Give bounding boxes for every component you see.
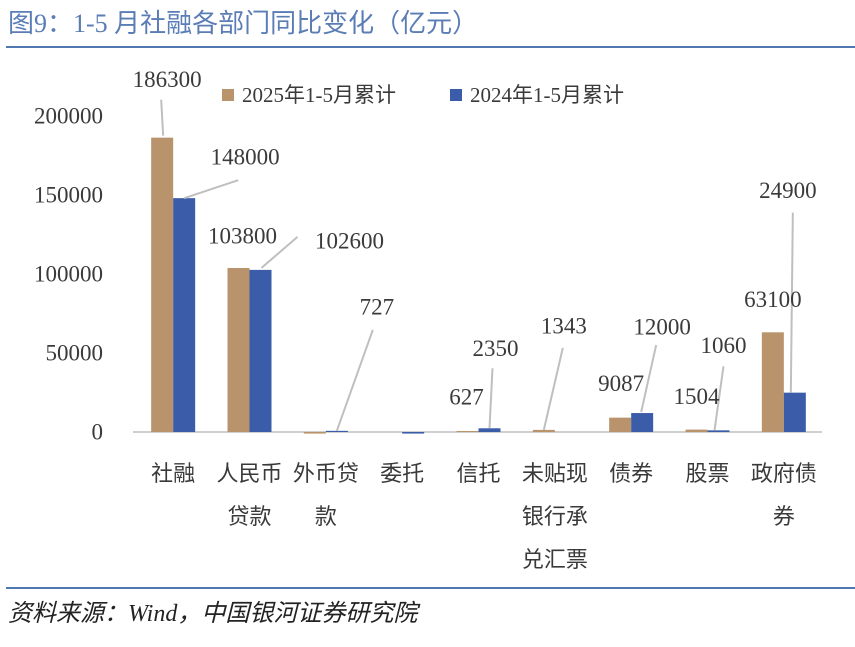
y-axis-ticks: 0 50000 100000 150000 200000: [34, 104, 103, 445]
chart-title: 图9：1-5 月社融各部门同比变化（亿元）: [8, 9, 479, 38]
leader-line-series-1-category-4: [488, 368, 494, 429]
y-tick-label-0: 0: [92, 420, 104, 445]
leader-line-series-1-category-0: [183, 179, 239, 200]
data-label-series-1-category-7: 1060: [701, 333, 747, 358]
data-labels: 186300 103800 627 1343 9087 1504 63100 148000 10…: [133, 67, 817, 409]
category-label-1: 人民币贷款: [216, 461, 283, 529]
bars-group: [151, 137, 806, 434]
leader-line-series-0-category-0: [160, 99, 165, 136]
source-divider: [6, 587, 855, 589]
leader-line-series-1-category-6: [640, 344, 658, 413]
leader-line-series-1-category-2: [335, 329, 374, 432]
bar-series-1-category-4: [478, 428, 501, 432]
bar-series-0-category-5: [532, 429, 555, 432]
data-label-series-1-category-8: 24900: [759, 178, 817, 203]
data-label-series-0-category-7: 1504: [674, 384, 721, 409]
bar-series-0-category-7: [685, 429, 708, 432]
data-label-series-0-category-1: 103800: [208, 223, 277, 248]
bar-series-0-category-4: [456, 431, 479, 432]
data-label-series-1-category-2: 727: [360, 294, 395, 319]
legend-swatch-2024: [450, 89, 462, 101]
data-label-series-0-category-0: 186300: [133, 67, 202, 92]
bar-series-0-category-8: [761, 332, 784, 432]
y-tick-label-2: 100000: [34, 262, 103, 287]
data-label-series-1-category-4: 2350: [473, 336, 519, 361]
bar-series-1-category-2: [325, 430, 348, 432]
legend-swatch-2025: [222, 89, 234, 101]
data-label-series-1-category-6: 12000: [633, 315, 691, 340]
data-label-series-1-category-0: 148000: [211, 145, 280, 170]
y-tick-label-3: 150000: [34, 183, 103, 208]
legend-label-2025: 2025年1-5月累计: [242, 83, 396, 107]
bar-series-1-category-0: [173, 198, 196, 432]
data-label-series-1-category-1: 102600: [315, 228, 384, 253]
bar-series-0-category-1: [227, 267, 250, 432]
data-label-series-0-category-6: 9087: [598, 371, 644, 396]
title-divider: [6, 46, 855, 48]
category-label-0: 社融: [151, 461, 196, 486]
bar-series-1-category-7: [707, 430, 730, 432]
legend-label-2024: 2024年1-5月累计: [470, 83, 624, 107]
y-tick-label-4: 200000: [34, 104, 103, 129]
data-label-series-0-category-4: 627: [449, 385, 484, 410]
category-label-2: 外币贷款: [292, 461, 359, 529]
leader-line-series-1-category-1: [260, 236, 299, 269]
legend-item-2025: 2025年1-5月累计: [222, 83, 396, 107]
bar-series-0-category-2: [303, 432, 326, 434]
bar-series-1-category-6: [631, 413, 654, 432]
y-tick-label-1: 50000: [46, 341, 104, 366]
source-note: 资料来源：Wind，中国银河证券研究院: [8, 601, 418, 627]
legend-item-2024: 2024年1-5月累计: [450, 83, 624, 107]
leader-line-series-0-category-5: [542, 347, 564, 431]
category-label-7: 股票: [685, 461, 730, 486]
bar-series-1-category-1: [249, 269, 272, 432]
category-label-3: 委托: [380, 461, 425, 486]
category-label-6: 债券: [609, 461, 654, 486]
bar-series-1-category-3: [402, 432, 425, 434]
category-label-4: 信托: [456, 461, 501, 486]
data-label-series-0-category-8: 63100: [744, 287, 802, 312]
category-label-5: 未贴现银行承兑汇票: [521, 461, 588, 572]
data-label-series-0-category-5: 1343: [541, 313, 587, 338]
leader-line-series-1-category-7: [713, 366, 725, 431]
leader-line-series-1-category-8: [789, 212, 794, 393]
category-label-8: 政府债券: [750, 461, 817, 529]
leader-lines: [160, 99, 794, 432]
bar-series-0-category-6: [609, 417, 632, 432]
bar-series-1-category-8: [783, 392, 806, 432]
bar-series-0-category-0: [151, 137, 174, 432]
